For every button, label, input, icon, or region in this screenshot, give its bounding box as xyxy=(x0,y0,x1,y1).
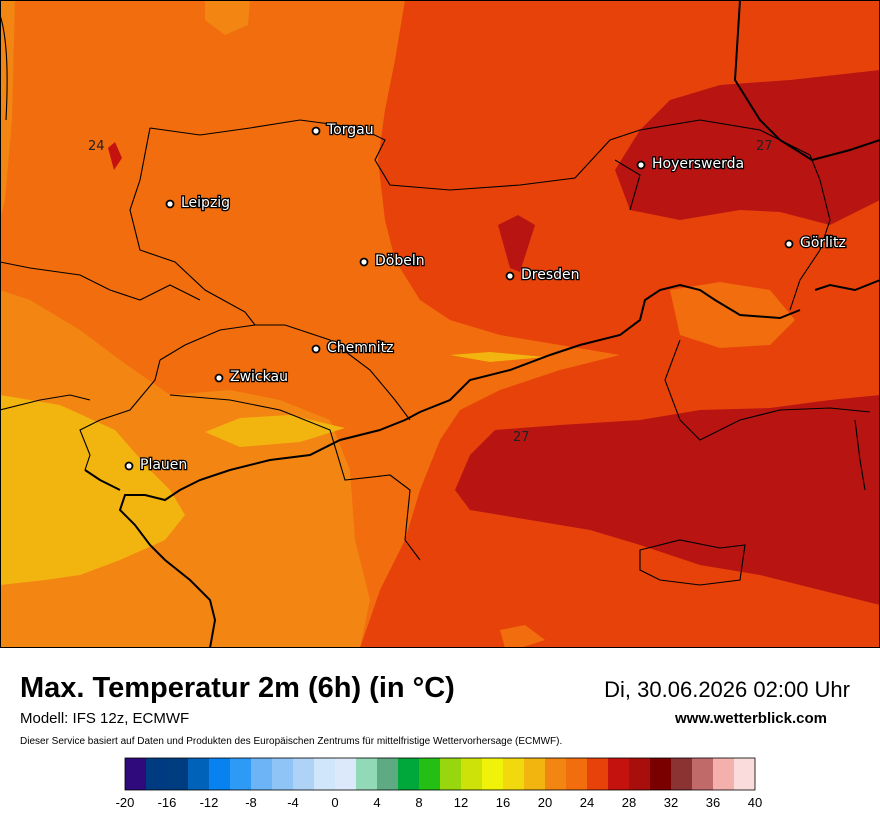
isoline-label: 27 xyxy=(756,139,773,154)
country-borders xyxy=(84,0,880,648)
temp-band-28-30 xyxy=(615,70,880,225)
temp-band-20-22-sliver xyxy=(450,352,545,362)
city-label: Chemnitz xyxy=(327,340,394,356)
isoline-label: 27 xyxy=(513,430,530,445)
city-label: Hoyerswerda xyxy=(652,156,744,172)
temp-band-24-26-west xyxy=(0,40,140,280)
city-label: Torgau xyxy=(326,122,374,138)
city-label: Dresden xyxy=(521,267,580,283)
map-title: Max. Temperatur 2m (6h) (in °C) xyxy=(20,672,455,704)
city-marker-goerlitz: Görlitz xyxy=(784,234,847,252)
temp-band-28-30-pocket xyxy=(498,215,535,272)
temp-band-24-26-pocket-south xyxy=(500,625,545,648)
model-info: Modell: IFS 12z, ECMWF xyxy=(20,710,190,727)
city-marker-torgau: Torgau xyxy=(311,121,375,139)
temp-band-28-30-south xyxy=(455,395,880,605)
city-label: Zwickau xyxy=(230,369,288,385)
city-label: Plauen xyxy=(140,457,187,473)
temp-band-28-30-pocket-west xyxy=(108,142,122,170)
city-marker-dresden: Dresden xyxy=(505,266,581,284)
city-marker-leipzig: Leipzig xyxy=(165,194,231,212)
isoline-label: 24 xyxy=(88,139,105,154)
disclaimer-text: Dieser Service basiert auf Daten und Pro… xyxy=(20,736,563,747)
temp-band-22-24-pocket xyxy=(205,0,250,35)
city-marker-chemnitz: Chemnitz xyxy=(311,339,395,357)
city-marker-zwickau: Zwickau xyxy=(214,368,289,386)
temp-band-22-24-pocket xyxy=(0,0,15,220)
city-label: Leipzig xyxy=(181,195,230,211)
temp-band-20-22-central xyxy=(205,415,345,447)
temp-band-20-22 xyxy=(0,395,185,585)
temperature-map: 24 27 27 Torgau Leipzig Hoyerswerda Görl… xyxy=(0,0,880,648)
district-borders xyxy=(0,14,871,586)
website-link[interactable]: www.wetterblick.com xyxy=(675,710,827,727)
temp-band-24-26-pocket xyxy=(670,282,795,348)
city-marker-plauen: Plauen xyxy=(124,456,189,474)
city-marker-hoyerswerda: Hoyerswerda xyxy=(636,155,745,173)
city-marker-doebeln: Döbeln xyxy=(359,252,426,270)
forecast-datetime: Di, 30.06.2026 02:00 Uhr xyxy=(604,677,850,702)
city-label: Döbeln xyxy=(375,253,425,269)
city-label: Görlitz xyxy=(800,235,846,251)
